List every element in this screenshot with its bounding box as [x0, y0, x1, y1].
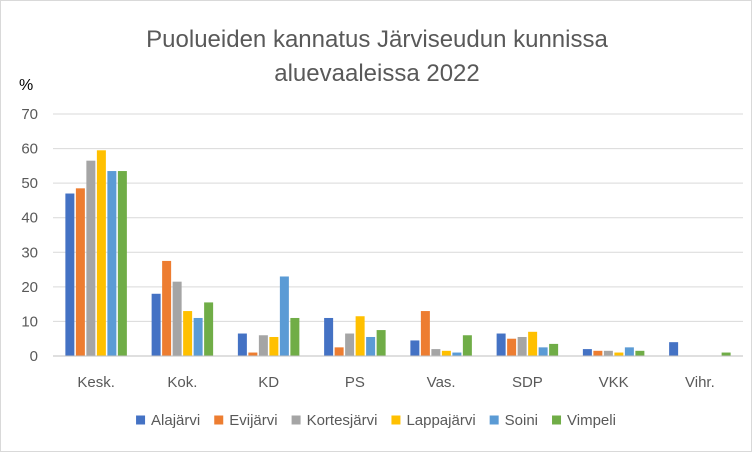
bar	[441, 350, 451, 356]
legend-label: Evijärvi	[229, 412, 277, 429]
bar	[237, 333, 247, 356]
bar	[258, 335, 268, 356]
y-tick-label: 50	[21, 175, 38, 192]
bar	[376, 330, 386, 356]
bar	[507, 338, 517, 356]
legend-item: Evijärvi	[214, 412, 278, 429]
legend-swatch	[552, 415, 562, 425]
bar	[151, 293, 161, 356]
legend-item: Soini	[489, 412, 538, 429]
y-tick-label: 60	[21, 141, 38, 158]
bar	[269, 336, 279, 356]
legend-label: Soini	[505, 412, 538, 429]
bar	[279, 276, 289, 356]
bar	[248, 352, 258, 356]
bar	[496, 333, 506, 356]
bar	[290, 317, 300, 356]
bar	[345, 333, 355, 356]
gridlines	[53, 113, 743, 322]
x-tick-label: KD	[258, 374, 279, 391]
bar	[452, 352, 462, 356]
x-tick-label: VKK	[599, 374, 629, 391]
bar	[96, 150, 106, 356]
legend-label: Lappajärvi	[406, 412, 475, 429]
y-tick-label: 10	[21, 313, 38, 330]
legend-label: Kortesjärvi	[307, 412, 378, 429]
bar	[593, 350, 603, 356]
y-tick-label: 30	[21, 244, 38, 261]
bar	[324, 317, 334, 356]
bar	[183, 311, 193, 356]
bar	[528, 331, 538, 356]
y-tick-label: 70	[21, 106, 38, 123]
x-axis-ticks: Kesk. Kok. KD PS Vas. SDP VKK Vihr.	[77, 374, 714, 391]
y-tick-label: 40	[21, 210, 38, 227]
bar	[549, 343, 559, 356]
x-tick-label: Vas.	[427, 374, 456, 391]
legend-swatch	[291, 415, 301, 425]
legend-swatch	[489, 415, 499, 425]
bar	[635, 350, 645, 356]
bar	[117, 171, 127, 356]
bar	[334, 347, 344, 356]
bar	[614, 352, 624, 356]
bar	[75, 188, 85, 356]
bars	[65, 150, 731, 356]
bar	[582, 349, 592, 356]
bar	[162, 260, 172, 356]
bar	[420, 311, 430, 356]
bar	[517, 336, 527, 356]
legend-swatch	[136, 415, 146, 425]
legend-label: Vimpeli	[567, 412, 616, 429]
legend-swatch	[214, 415, 224, 425]
chart-title-line-1: Puolueiden kannatus Järviseudun kunnissa	[146, 26, 608, 53]
legend-label: Alajärvi	[151, 412, 200, 429]
x-tick-label: SDP	[512, 374, 543, 391]
bar	[65, 193, 75, 356]
bar	[669, 342, 679, 356]
y-axis-unit-label: %	[19, 77, 33, 94]
bar	[172, 281, 182, 356]
bar	[721, 352, 731, 356]
bar	[86, 160, 96, 356]
bar	[193, 317, 203, 356]
bar	[603, 350, 613, 356]
bar	[366, 336, 376, 356]
chart-title-line-2: aluevaaleissa 2022	[274, 60, 480, 87]
x-tick-label: Kesk.	[77, 374, 115, 391]
bar	[624, 347, 634, 356]
bar	[410, 340, 420, 356]
legend: Alajärvi Evijärvi Kortesjärvi Lappajärvi Soi…	[136, 412, 616, 429]
bar	[431, 349, 441, 356]
bar	[462, 335, 472, 356]
x-tick-label: PS	[345, 374, 365, 391]
bar	[538, 347, 548, 356]
y-tick-label: 0	[30, 348, 38, 365]
bar	[204, 302, 214, 356]
legend-item: Alajärvi	[136, 412, 200, 429]
y-axis-ticks: 0 10 20 30 40 50 60 70	[21, 106, 38, 365]
legend-item: Vimpeli	[552, 412, 616, 429]
bar	[355, 316, 365, 356]
x-tick-label: Vihr.	[685, 374, 715, 391]
legend-item: Lappajärvi	[391, 412, 476, 429]
y-tick-label: 20	[21, 279, 38, 296]
legend-swatch	[391, 415, 401, 425]
x-tick-label: Kok.	[167, 374, 197, 391]
legend-item: Kortesjärvi	[291, 412, 378, 429]
bar	[107, 171, 117, 356]
